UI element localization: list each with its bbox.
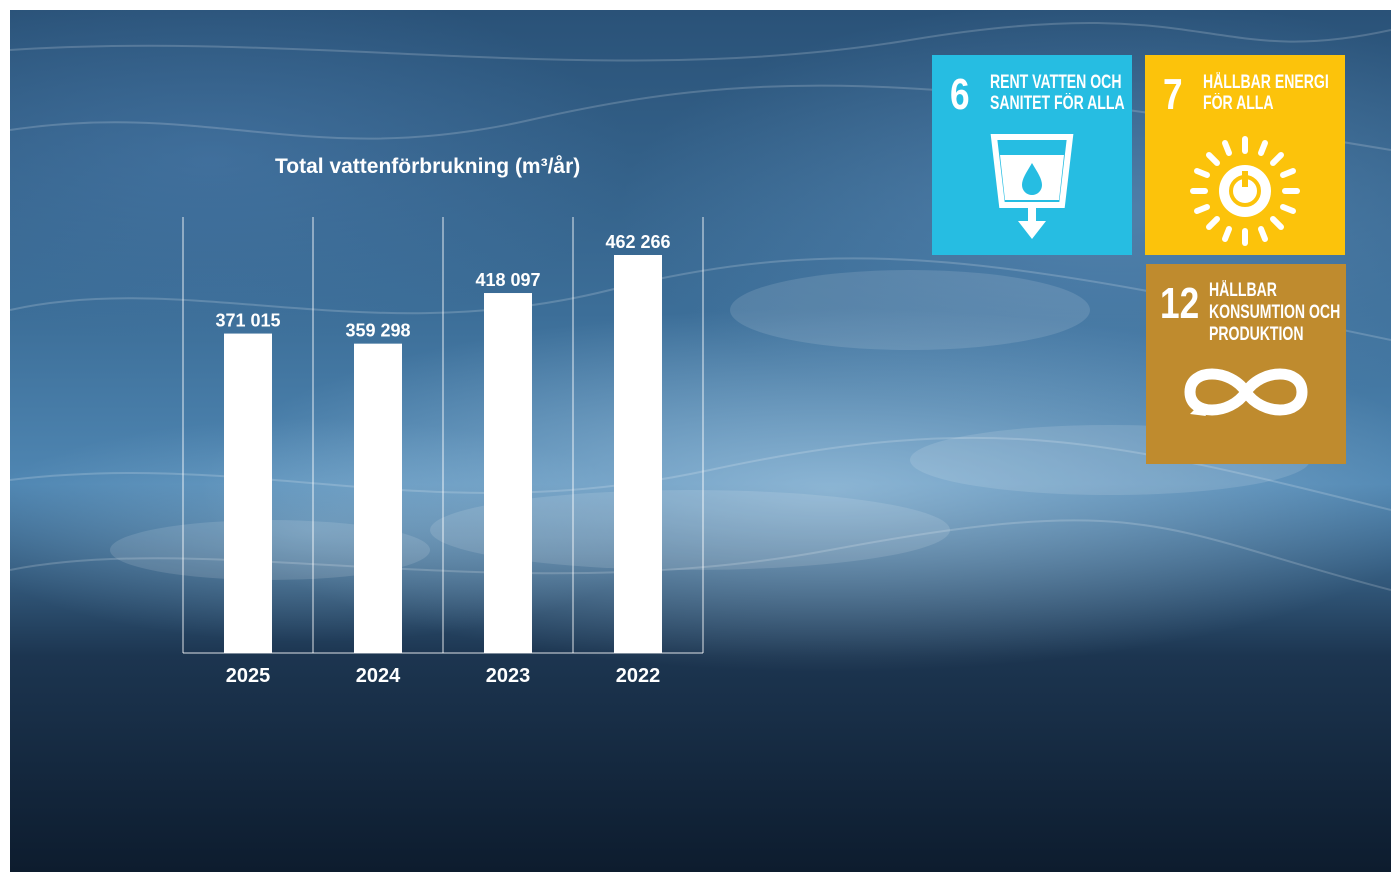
- chart-bars: [224, 255, 662, 653]
- sun-power-icon: [1190, 136, 1300, 246]
- chart-x-tick-label: 2023: [486, 665, 531, 687]
- chart-x-tick-label: 2022: [616, 665, 661, 687]
- chart-labels: 371 015 2025 359 298 2024 418 097 2023 462 266…: [215, 232, 670, 687]
- chart-x-tick-label: 2025: [226, 665, 271, 687]
- sdg-12-label-line2: KONSUMTION OCH: [1209, 302, 1341, 323]
- sdg-7-number: 7: [1163, 70, 1183, 119]
- sdg-12-tile: 12 HÅLLBAR KONSUMTION OCH PRODUKTION: [1146, 264, 1346, 464]
- chart-value-label: 371 015: [215, 311, 280, 331]
- sdg-7-label-line2: FÖR ALLA: [1203, 93, 1274, 114]
- ocean-background: Total vattenförbrukning (m³/år) 371 015 2…: [10, 10, 1391, 872]
- sdg-6-label-line2: SANITET FÖR ALLA: [990, 93, 1125, 114]
- chart-value-label: 418 097: [475, 270, 540, 290]
- sdg-12-label-line3: PRODUKTION: [1209, 324, 1304, 345]
- sdg-7-tile: 7 HÅLLBAR ENERGI FÖR ALLA: [1145, 55, 1345, 255]
- chart-title: Total vattenförbrukning (m³/år): [275, 155, 581, 178]
- chart-value-label: 462 266: [605, 232, 670, 252]
- sdg-6-tile: 6 RENT VATTEN OCH SANITET FÖR ALLA: [932, 55, 1132, 255]
- chart-bar: [224, 333, 272, 653]
- chart-bar: [354, 343, 402, 653]
- bar-chart: 371 015 2025 359 298 2024 418 097 2023 462 266…: [182, 217, 704, 687]
- chart-bar: [614, 255, 662, 653]
- chart-value-label: 359 298: [345, 321, 410, 341]
- sdg-6-number: 6: [950, 70, 970, 119]
- sdg-7-label-line1: HÅLLBAR ENERGI: [1203, 72, 1329, 93]
- chart-bar: [484, 293, 532, 653]
- sdg-6-label-line1: RENT VATTEN OCH: [990, 72, 1122, 93]
- sdg-12-label-line1: HÅLLBAR: [1209, 280, 1277, 301]
- chart-x-tick-label: 2024: [356, 665, 401, 687]
- chart-grid: [182, 217, 704, 654]
- infinity-loop-icon: [1184, 368, 1308, 416]
- water-glass-icon: [990, 134, 1074, 239]
- sdg-12-number: 12: [1160, 279, 1200, 328]
